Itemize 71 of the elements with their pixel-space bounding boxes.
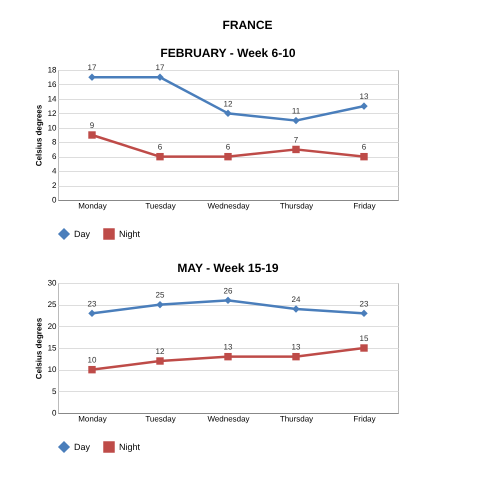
x-tick-label: Thursday bbox=[280, 202, 314, 210]
data-label: 24 bbox=[292, 295, 301, 304]
point bbox=[88, 310, 96, 318]
data-label: 17 bbox=[156, 63, 165, 72]
y-tick-label: 6 bbox=[52, 152, 58, 162]
y-tick-label: 20 bbox=[48, 322, 58, 331]
data-label: 7 bbox=[294, 135, 299, 144]
x-tick-label: Monday bbox=[78, 202, 107, 210]
data-label: 13 bbox=[224, 342, 233, 352]
data-label: 25 bbox=[156, 290, 165, 300]
y-tick-label: 15 bbox=[48, 344, 58, 352]
point bbox=[156, 300, 164, 308]
y-tick-label: 0 bbox=[52, 408, 58, 418]
y-tick-label: 10 bbox=[48, 123, 58, 132]
point bbox=[360, 102, 368, 110]
y-axis-title: Celsius degrees bbox=[34, 317, 44, 380]
data-label: 12 bbox=[224, 99, 233, 108]
data-label: 23 bbox=[360, 299, 369, 308]
point bbox=[224, 296, 232, 304]
point bbox=[292, 305, 300, 313]
y-tick-label: 14 bbox=[48, 94, 58, 104]
point bbox=[292, 116, 300, 124]
y-tick-label: 2 bbox=[52, 181, 58, 190]
data-label: 6 bbox=[362, 142, 367, 152]
y-tick-label: 30 bbox=[48, 278, 58, 288]
y-tick-label: 18 bbox=[48, 66, 58, 74]
x-tick-label: Tuesday bbox=[145, 414, 176, 424]
y-axis-title: Celsius degrees bbox=[34, 104, 44, 166]
chart-title: FEBRUARY - Week 6-10 bbox=[160, 46, 296, 60]
legend-label: Day bbox=[74, 229, 91, 239]
data-label: 23 bbox=[88, 299, 97, 308]
x-tick-label: Friday bbox=[353, 202, 376, 210]
point bbox=[360, 310, 368, 318]
data-label: 6 bbox=[226, 142, 231, 152]
data-label: 15 bbox=[360, 334, 369, 343]
point bbox=[88, 366, 96, 374]
legend-label: Day bbox=[74, 442, 91, 452]
point bbox=[224, 110, 232, 118]
x-tick-label: Wednesday bbox=[207, 202, 250, 210]
y-tick-label: 0 bbox=[52, 196, 58, 204]
data-label: 13 bbox=[292, 342, 301, 352]
y-tick-label: 10 bbox=[48, 365, 58, 374]
data-label: 12 bbox=[156, 347, 165, 356]
data-label: 26 bbox=[224, 286, 233, 296]
y-tick-label: 16 bbox=[48, 80, 58, 89]
x-tick-label: Thursday bbox=[280, 414, 314, 424]
y-tick-label: 8 bbox=[52, 138, 58, 147]
y-tick-label: 4 bbox=[52, 166, 58, 176]
data-label: 17 bbox=[88, 63, 97, 72]
y-tick-label: 25 bbox=[48, 300, 58, 310]
point bbox=[224, 352, 232, 360]
y-tick-label: 5 bbox=[52, 386, 58, 396]
x-tick-label: Monday bbox=[78, 414, 107, 424]
point bbox=[292, 352, 300, 360]
data-label: 11 bbox=[292, 106, 301, 116]
x-tick-label: Friday bbox=[353, 414, 376, 424]
legend-label: Night bbox=[119, 229, 141, 239]
text: FRANCE bbox=[222, 18, 274, 32]
point bbox=[360, 152, 368, 160]
point bbox=[224, 152, 232, 160]
y-tick-label: 12 bbox=[48, 108, 58, 118]
legend-label: Night bbox=[119, 442, 141, 452]
data-label: 9 bbox=[90, 121, 95, 130]
x-tick-label: Wednesday bbox=[207, 414, 250, 424]
point bbox=[292, 146, 300, 154]
x-tick-label: Tuesday bbox=[145, 202, 176, 210]
data-label: 10 bbox=[88, 356, 97, 365]
chart-title: MAY - Week 15-19 bbox=[177, 261, 279, 275]
data-label: 13 bbox=[360, 92, 369, 102]
data-label: 6 bbox=[158, 142, 163, 152]
point bbox=[156, 152, 164, 160]
